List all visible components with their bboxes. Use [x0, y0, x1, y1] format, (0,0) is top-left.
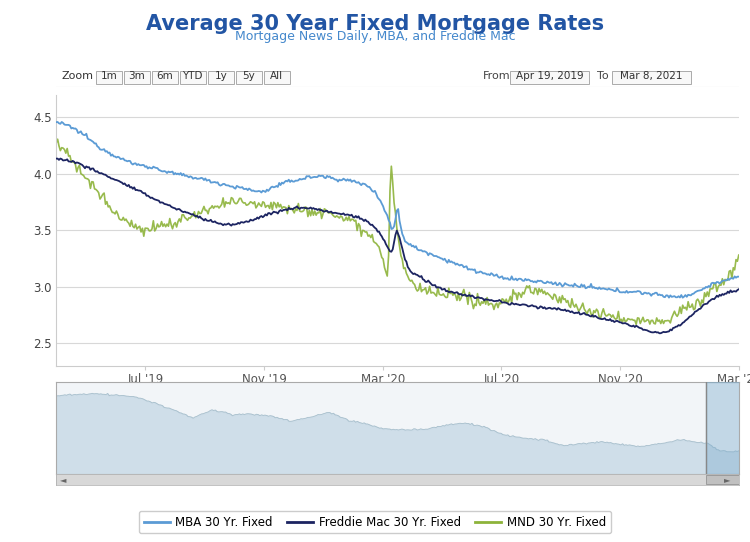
- Text: Average 30 Year Fixed Mortgage Rates: Average 30 Year Fixed Mortgage Rates: [146, 14, 604, 34]
- Text: 1m: 1m: [100, 72, 117, 81]
- FancyBboxPatch shape: [706, 475, 742, 484]
- Text: 3m: 3m: [128, 72, 146, 81]
- FancyBboxPatch shape: [510, 70, 589, 84]
- Text: YTD: YTD: [182, 72, 203, 81]
- FancyBboxPatch shape: [236, 70, 262, 84]
- Text: Mortgage News Daily, MBA, and Freddie Mac: Mortgage News Daily, MBA, and Freddie Ma…: [235, 30, 515, 43]
- Bar: [706, 382, 742, 474]
- FancyBboxPatch shape: [208, 70, 234, 84]
- FancyBboxPatch shape: [264, 70, 290, 84]
- Text: All: All: [270, 72, 284, 81]
- Text: Mar 8, 2021: Mar 8, 2021: [620, 72, 683, 81]
- FancyBboxPatch shape: [180, 70, 206, 84]
- Text: Apr 19, 2019: Apr 19, 2019: [515, 72, 584, 81]
- FancyBboxPatch shape: [124, 70, 150, 84]
- Text: Zoom: Zoom: [62, 72, 94, 81]
- Text: From: From: [483, 72, 511, 81]
- FancyBboxPatch shape: [152, 70, 178, 84]
- Text: ►: ►: [724, 475, 730, 484]
- FancyBboxPatch shape: [96, 70, 122, 84]
- Text: 6m: 6m: [157, 72, 173, 81]
- Text: 5y: 5y: [242, 72, 255, 81]
- Legend: MBA 30 Yr. Fixed, Freddie Mac 30 Yr. Fixed, MND 30 Yr. Fixed: MBA 30 Yr. Fixed, Freddie Mac 30 Yr. Fix…: [139, 511, 611, 533]
- Text: To: To: [598, 72, 609, 81]
- Text: 1y: 1y: [214, 72, 227, 81]
- Text: ◄: ◄: [60, 475, 66, 484]
- FancyBboxPatch shape: [613, 70, 691, 84]
